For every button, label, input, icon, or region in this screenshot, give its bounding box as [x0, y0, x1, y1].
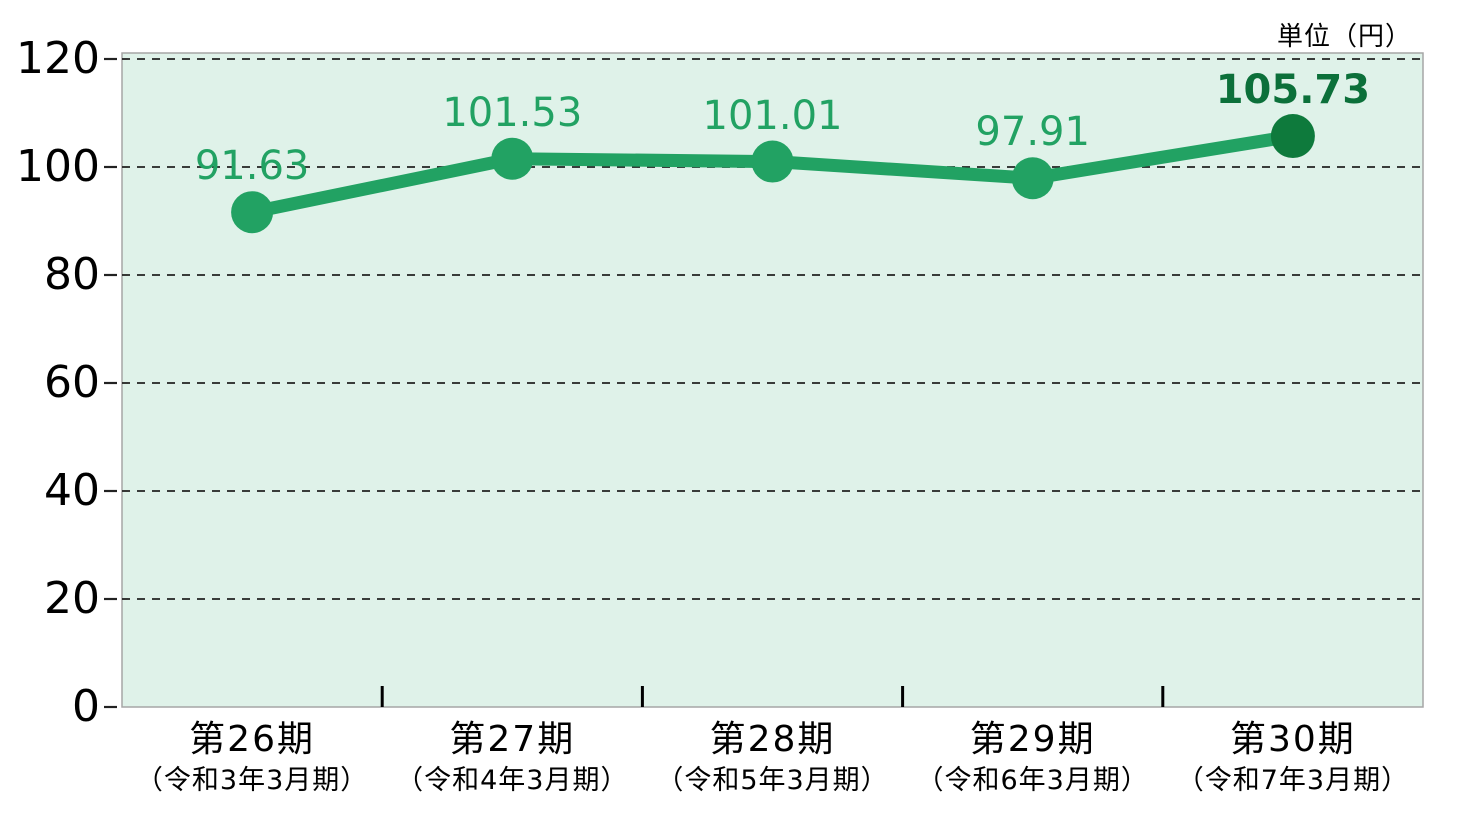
x-term-label: 第28期	[709, 719, 836, 760]
x-category-label: 第29期 （令和6年3月期）	[917, 720, 1149, 797]
y-tick-label: 40	[44, 465, 100, 516]
x-term-label: 第26期	[189, 719, 315, 760]
x-category-label: 第27期 （令和4年3月期）	[396, 720, 628, 797]
x-category-label: 第28期 （令和5年3月期）	[656, 720, 888, 797]
data-point	[231, 191, 274, 234]
x-category-label: 第26期 （令和3年3月期）	[136, 720, 368, 797]
y-tick-label: 100	[16, 141, 100, 192]
data-point	[751, 140, 794, 183]
x-term-label: 第27期	[449, 719, 576, 760]
x-period-label: （令和4年3月期）	[396, 765, 629, 796]
y-tick-label: 60	[44, 357, 100, 408]
data-label: 105.73	[1215, 67, 1371, 114]
data-point	[491, 137, 534, 180]
y-tick-label: 120	[16, 33, 100, 84]
x-period-label: （令和3年3月期）	[135, 765, 369, 796]
x-period-label: （令和5年3月期）	[656, 765, 889, 796]
y-tick-label: 0	[72, 681, 100, 732]
data-label: 101.53	[442, 89, 583, 136]
x-period-label: （令和7年3月期）	[1176, 765, 1410, 796]
y-tick-label: 20	[44, 573, 100, 624]
x-period-label: （令和6年3月期）	[916, 765, 1149, 796]
data-point	[1011, 157, 1054, 200]
data-label: 91.63	[194, 143, 310, 190]
data-point	[1270, 114, 1315, 159]
unit-label: 単位（円）	[1276, 22, 1412, 52]
data-label: 97.91	[975, 109, 1090, 156]
x-term-label: 第30期	[1229, 719, 1356, 760]
x-term-label: 第29期	[969, 719, 1096, 760]
x-category-label: 第30期 （令和7年3月期）	[1177, 720, 1409, 797]
data-label: 101.01	[702, 92, 843, 139]
y-tick-label: 80	[44, 249, 100, 300]
